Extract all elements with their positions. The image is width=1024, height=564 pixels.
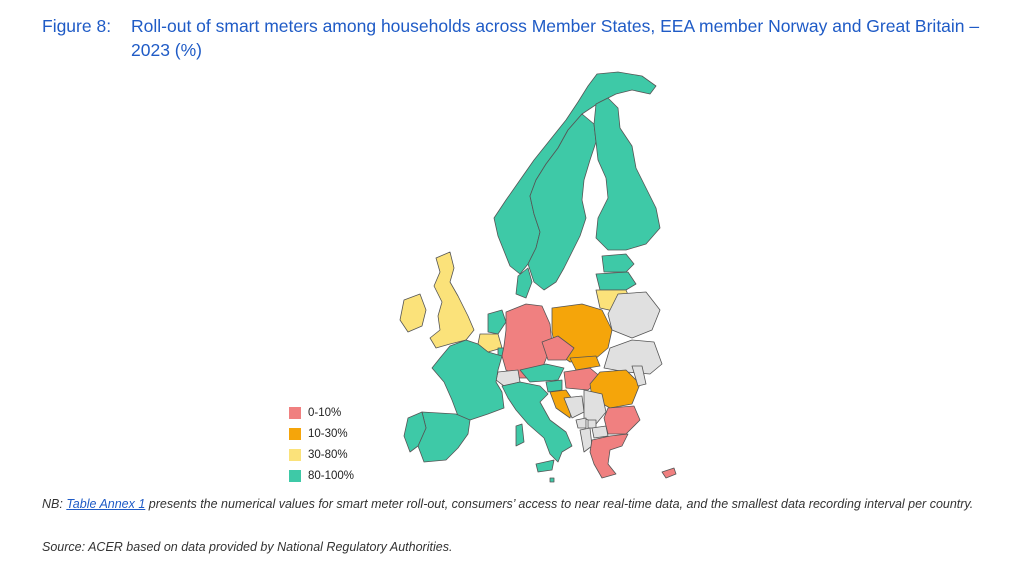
legend-label: 0-10% — [308, 406, 342, 419]
country-austria — [519, 363, 565, 383]
country-spain — [417, 411, 471, 463]
legend-swatch — [289, 427, 301, 440]
country-montenegro — [575, 417, 587, 429]
country-czechia — [541, 335, 575, 361]
europe-map — [370, 68, 690, 488]
footnote: NB: Table Annex 1 presents the numerical… — [42, 495, 1012, 514]
country-belarus — [607, 291, 661, 339]
legend-label: 30-80% — [308, 448, 348, 461]
country-cyprus — [661, 467, 677, 479]
legend-swatch — [289, 469, 301, 482]
country-moldova — [631, 365, 647, 387]
figure-title: Roll-out of smart meters among household… — [131, 16, 980, 60]
map-legend: 0-10% 10-30% 30-80% 80-100% — [289, 402, 354, 486]
country-greece — [589, 433, 629, 479]
country-serbia — [583, 389, 607, 425]
legend-swatch — [289, 448, 301, 461]
country-latvia — [595, 271, 637, 291]
source-line: Source: ACER based on data provided by N… — [42, 540, 453, 554]
country-slovakia — [569, 355, 601, 371]
legend-label: 80-100% — [308, 469, 355, 482]
footnote-text: presents the numerical values for smart … — [145, 497, 974, 511]
country-estonia — [601, 253, 635, 273]
figure-label: Figure 8: — [42, 16, 112, 36]
legend-item: 10-30% — [289, 423, 354, 444]
country-italy-sicily — [535, 459, 555, 473]
country-slovenia — [545, 379, 563, 393]
legend-item: 0-10% — [289, 402, 354, 423]
country-belgium — [477, 333, 503, 353]
country-finland — [593, 97, 661, 251]
country-netherlands — [487, 309, 507, 335]
country-italy — [501, 381, 573, 463]
country-ireland — [399, 293, 427, 333]
country-north-macedonia — [591, 425, 609, 439]
country-denmark — [515, 267, 533, 299]
country-malta — [549, 477, 555, 483]
footnote-prefix: NB: — [42, 497, 67, 511]
europe-map-svg — [399, 71, 677, 483]
figure-header: Figure 8: Roll-out of smart meters among… — [42, 14, 1017, 62]
legend-label: 10-30% — [308, 427, 348, 440]
legend-item: 80-100% — [289, 465, 354, 486]
country-portugal — [403, 411, 427, 453]
country-great-britain — [429, 251, 475, 349]
country-ukraine — [603, 339, 663, 375]
country-kosovo — [587, 419, 597, 429]
table-annex-link[interactable]: Table Annex 1 — [66, 497, 146, 511]
country-italy-sardinia — [515, 423, 525, 447]
legend-item: 30-80% — [289, 444, 354, 465]
country-sweden — [527, 113, 597, 291]
country-bulgaria — [603, 405, 641, 435]
country-france — [431, 339, 505, 421]
legend-swatch — [289, 406, 301, 419]
